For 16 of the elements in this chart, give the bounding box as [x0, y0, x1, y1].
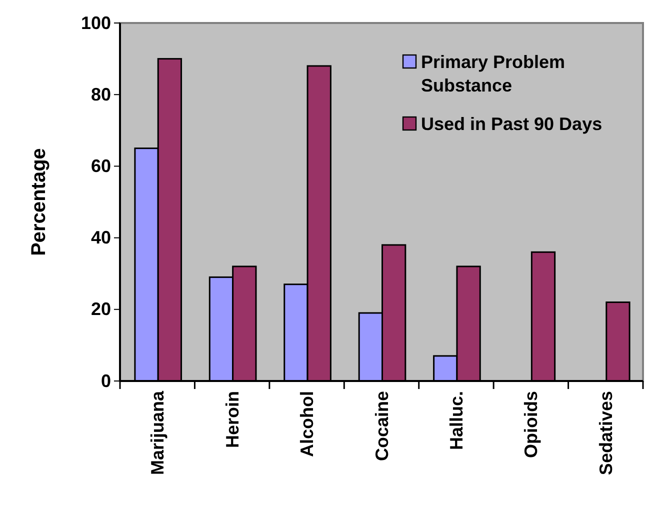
- x-tick-label: Marijuana: [148, 390, 168, 476]
- y-tick-label: 80: [90, 84, 111, 104]
- y-tick-label: 20: [90, 299, 111, 320]
- x-tick-label: Opioids: [521, 391, 542, 458]
- legend-label: Used in Past 90 Days: [421, 114, 602, 134]
- x-tick-label: Sedatives: [596, 391, 616, 476]
- x-tick-label: Cocaine: [372, 391, 392, 462]
- y-tick-label: 40: [90, 228, 111, 248]
- legend-label: Primary Problem Substance: [421, 52, 566, 96]
- y-axis-title: Percentage: [28, 148, 50, 256]
- y-tick-label: 100: [80, 12, 111, 33]
- y-tick-label: 60: [90, 156, 111, 176]
- x-tick-label: Heroin: [222, 391, 242, 448]
- y-tick-label: 0: [100, 370, 111, 391]
- x-tick-label: Halluc.: [446, 391, 467, 450]
- x-tick-label: Alcohol: [297, 391, 318, 457]
